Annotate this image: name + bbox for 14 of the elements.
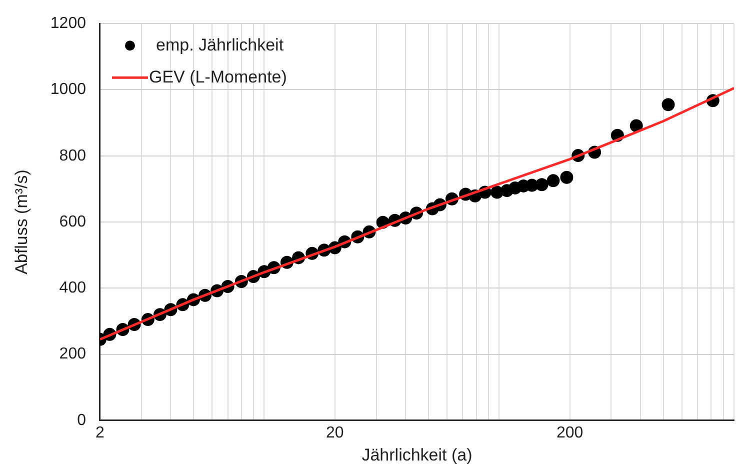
y-tick-label: 600 <box>59 213 86 230</box>
y-tick-label: 800 <box>59 147 86 164</box>
x-axis-title: Jährlichkeit (a) <box>362 445 472 464</box>
y-tick-label: 200 <box>59 346 86 363</box>
legend-label: emp. Jährlichkeit <box>156 35 284 54</box>
y-tick-label: 1000 <box>50 81 86 98</box>
y-tick-label: 400 <box>59 280 86 297</box>
y-tick-label: 0 <box>77 412 86 429</box>
legend-label: GEV (L-Momente) <box>148 67 287 86</box>
y-axis-title: Abfluss (m³/s) <box>12 170 31 274</box>
y-tick-label: 1200 <box>50 15 86 32</box>
x-tick-label: 20 <box>326 424 344 442</box>
x-tick-label: 200 <box>556 424 584 442</box>
x-tick-label: 2 <box>96 424 105 442</box>
